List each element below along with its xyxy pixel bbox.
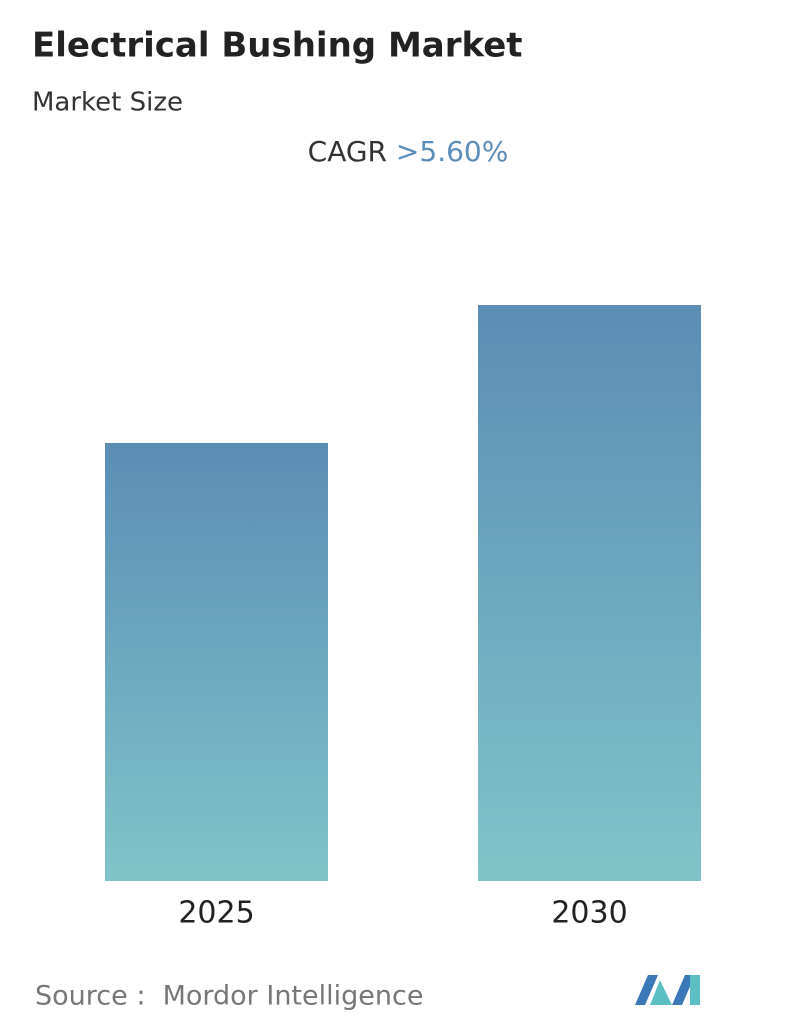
chart-title: Electrical Bushing Market — [32, 26, 523, 66]
cagr-value: >5.60% — [396, 135, 508, 168]
logo — [635, 975, 700, 1005]
x-tick-label: 2025 — [178, 896, 254, 931]
chart-subtitle: Market Size — [32, 88, 183, 118]
source: Source : Mordor Intelligence — [35, 981, 423, 1012]
bar — [478, 305, 701, 881]
bar — [105, 442, 328, 881]
cagr: CAGR >5.60% — [308, 135, 509, 168]
cagr-label: CAGR — [308, 135, 387, 168]
x-tick-label: 2030 — [551, 896, 627, 931]
